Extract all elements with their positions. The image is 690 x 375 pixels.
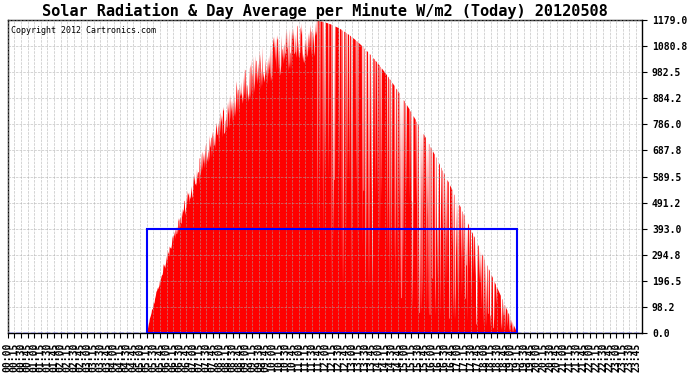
Title: Solar Radiation & Day Average per Minute W/m2 (Today) 20120508: Solar Radiation & Day Average per Minute… <box>42 3 608 19</box>
Text: Copyright 2012 Cartronics.com: Copyright 2012 Cartronics.com <box>11 26 156 35</box>
Bar <box>147 229 517 333</box>
